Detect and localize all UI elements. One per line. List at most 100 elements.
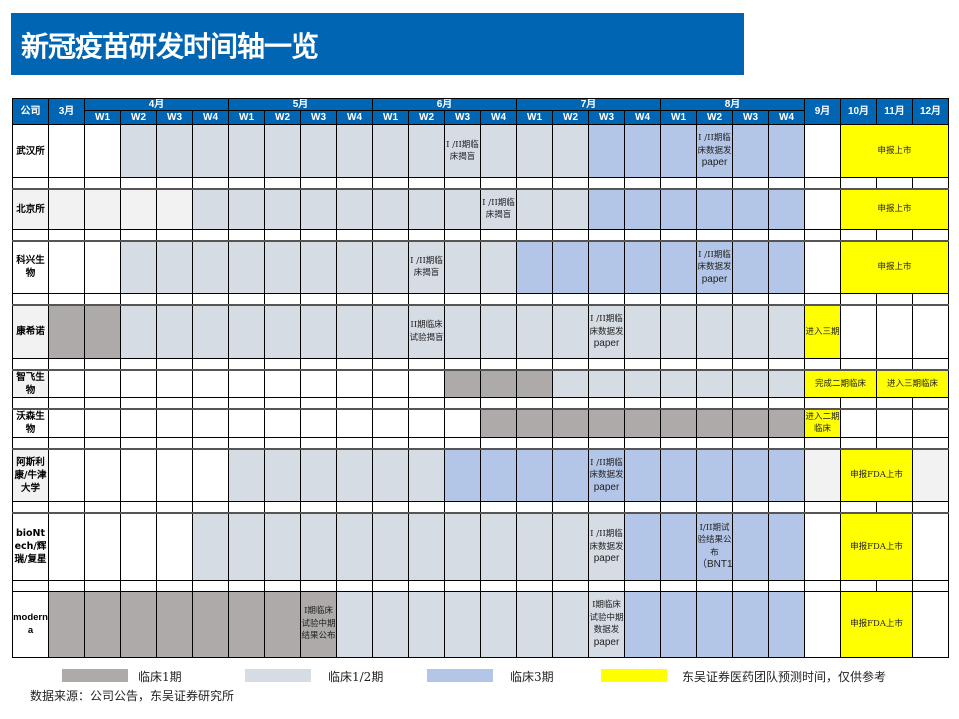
page-title: 新冠疫苗研发时间轴一览 [21,30,319,63]
legend-label: 东吴证券医药团队预测时间，仅供参考 [682,670,887,684]
legend-label: 临床1期 [138,670,182,684]
cell [912,590,949,658]
cell-phase12 [768,304,805,359]
cell-phase12 [372,124,409,178]
cell [192,369,229,398]
cell-phase12 [300,448,337,502]
cell-phase1 [732,408,769,438]
table-row-cansino: 康希诺 II期临床试验揭盲 I /II期临床数据发 paper 进入三期 [12,304,949,359]
header-week: W1 [516,110,553,125]
cell-phase3 [624,512,661,581]
spacer-row [12,357,949,371]
cell-phase12 [732,304,769,359]
cell-phase12 [300,304,337,359]
cell-phase3 [732,240,769,294]
cell-phase1 [552,408,589,438]
cell [840,408,877,438]
cell-phase1 [624,408,661,438]
prediction-note: 申报上市 [840,124,949,178]
cell [48,448,85,502]
cell-phase12 [336,512,373,581]
cell-phase3 [732,188,769,230]
cell-phase12 [228,240,265,294]
cell-phase12 [336,304,373,359]
cell [156,448,193,502]
company-name: 沃森生物 [12,408,49,438]
event-note: I /II期临床数据发 paper [696,240,733,294]
table-row-biontech: bioNtech/辉瑞/复星 I /II期临床数据发 paper I/II期试验结… [12,512,949,581]
header-week: W3 [732,110,769,125]
cell [84,124,121,178]
event-note: I /II期临床揭盲 [444,124,481,178]
cell-phase1 [84,304,121,359]
cell-phase12 [552,188,589,230]
cell-phase3 [768,448,805,502]
cell-phase1 [768,408,805,438]
cell [48,369,85,398]
cell [84,369,121,398]
cell-phase3 [588,124,625,178]
cell-phase12 [516,188,553,230]
company-name: 康希诺 [12,304,49,359]
company-name: 武汉所 [12,124,49,178]
cell-phase3 [696,590,733,658]
cell-phase3 [768,240,805,294]
cell-phase3 [732,590,769,658]
cell [876,408,913,438]
cell-phase12 [120,304,157,359]
table-row-beijing: 北京所 I /II期临床揭盲 申报上市 [12,188,949,230]
header-month-dec: 12月 [912,98,949,125]
header-week: W1 [228,110,265,125]
cell [804,448,841,502]
cell [372,369,409,398]
event-note: I /II期临床揭盲 [408,240,445,294]
cell [192,448,229,502]
cell [336,369,373,398]
data-source: 数据来源：公司公告，东吴证券研究所 [30,689,235,703]
cell-phase12 [156,124,193,178]
legend-swatch-phase3 [427,669,493,682]
cell-phase3 [552,240,589,294]
prediction-note: 申报FDA上市 [840,448,913,502]
cell-phase3 [768,512,805,581]
cell [120,408,157,438]
cell-phase12 [372,590,409,658]
cell-phase3 [480,448,517,502]
legend-swatch-phase12 [245,669,311,682]
cell [912,304,949,359]
cell-phase1 [480,408,517,438]
cell-phase3 [624,240,661,294]
cell [228,408,265,438]
cell-phase12 [408,448,445,502]
title-bar: 新冠疫苗研发时间轴一览 [11,13,744,75]
cell-phase1 [516,408,553,438]
cell-phase12 [264,448,301,502]
cell-phase12 [372,240,409,294]
legend-swatch-phase1 [62,669,128,682]
event-note: I期临床试验中期数据发 paper [588,590,625,658]
note-text: I /II期临床数据发 [589,529,624,552]
cell-phase12 [516,590,553,658]
event-note: I /II期临床数据发 paper [588,512,625,581]
event-note: I /II期临床揭盲 [480,188,517,230]
cell [804,590,841,658]
cell [156,512,193,581]
company-name: 科兴生物 [12,240,49,294]
cell-phase3 [624,188,661,230]
cell-phase1 [480,369,517,398]
spacer-row [12,293,949,306]
prediction-note: 进入三期临床 [876,369,949,398]
cell [48,188,85,230]
cell [804,512,841,581]
header-week: W4 [192,110,229,125]
cell [804,188,841,230]
cell-phase3 [516,448,553,502]
table-row-zhifei: 智飞生物 完成二期临床 进入三期临床 [12,369,949,398]
header-week: W2 [264,110,301,125]
cell [228,369,265,398]
cell-phase12 [264,240,301,294]
table-row-wuhan: 武汉所 I /II期临床揭盲 I /II期临床数据发 paper 申报上市 [12,124,949,178]
cell-phase12 [516,512,553,581]
cell [804,240,841,294]
cell [408,408,445,438]
